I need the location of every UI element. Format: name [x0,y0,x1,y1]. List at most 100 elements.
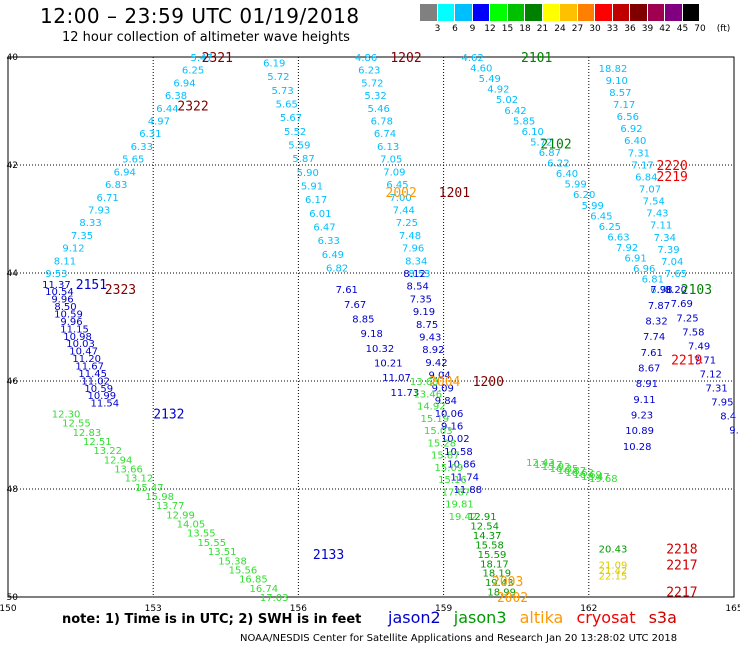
wave-height-value: 8.33 [79,218,101,229]
pass-number-label: 2101 [521,51,552,66]
wave-height-value: 6.87 [539,148,561,159]
wave-height-value: 8.75 [416,320,438,331]
wave-height-value: 6.96 [633,264,655,275]
wave-height-value: 13.12 [125,474,154,485]
wave-height-value: 21.09 [599,561,628,572]
wave-height-value: 11.37 [42,280,71,291]
wave-height-value: 9.09 [432,383,454,394]
wave-height-value: 12.54 [470,521,499,532]
map-title: 12:00 – 23:59 UTC 01/19/2018 [40,4,360,28]
colorbar-swatch [455,4,473,21]
satellite-legend: jason2 jason3 altika cryosat s3a [388,608,685,627]
colorbar-label: 18 [519,24,531,34]
wave-height-value: 15.58 [475,540,504,551]
wave-height-value: 6.17 [305,195,327,206]
wave-height-value: 10.99 [87,391,116,402]
wave-height-value: 7.65 [665,269,687,280]
wave-height-value: 5.91 [301,182,323,193]
wave-height-value: 7.92 [616,243,638,254]
wave-height-value: 8.85 [352,315,374,326]
wave-height-value: 15.38 [218,556,247,567]
wave-height-value: 16.74 [249,584,278,595]
wave-height-value: 15.98 [145,492,174,503]
wave-height-value: 6.92 [620,124,642,135]
wave-height-value: 6.45 [590,211,612,222]
wave-height-value: 5.47 [190,53,212,64]
wave-height-value: 9.84 [435,396,457,407]
wave-height-value: 10.03 [66,339,95,350]
wave-height-value: 6.42 [504,106,526,117]
wave-height-value: 7.48 [399,231,421,242]
colorbar-swatch [542,4,560,21]
legend-altika: altika [519,608,564,627]
pass-number-label: 2102 [540,137,571,152]
wave-height-value: 9.19 [413,307,435,318]
pass-number-label: 2219 [671,353,702,368]
wave-height-value: 6.71 [97,193,119,204]
pass-number-label: 2103 [681,283,712,298]
wave-height-value: 10.54 [45,287,74,298]
wave-height-value: 7.34 [654,233,676,244]
wave-height-value: 5.49 [479,74,501,85]
wave-height-value: 6.91 [625,254,647,265]
wave-height-value: 22.15 [599,571,628,582]
wave-height-value: 13.51 [208,547,237,558]
pass-number-label: 2220 [657,159,688,174]
wave-height-value: 5.32 [364,91,386,102]
wave-height-value: 6.94 [173,78,195,89]
colorbar-swatch [647,4,665,21]
pass-number-label: 2217 [666,559,697,574]
wave-height-value: 5.59 [288,140,310,151]
wave-height-value: 16.62 [565,468,594,479]
wave-height-value: 16.35 [550,464,579,475]
wave-height-value: 12.55 [62,419,91,430]
wave-height-value: 11.45 [78,369,107,380]
colorbar-label: 70 [694,24,706,34]
wave-height-value: 12.83 [73,428,102,439]
colorbar-swatch [525,4,543,21]
wave-height-value: 13.77 [156,501,185,512]
wave-height-value: 13.68 [410,377,439,388]
colorbar-swatch [682,4,700,21]
colorbar-label: 42 [659,24,671,34]
pass-number-label: 2321 [202,51,233,66]
wave-height-value: 10.98 [63,332,92,343]
wave-height-value: 6.19 [263,58,285,69]
colorbar-swatch [630,4,648,21]
wave-height-value: 7.35 [410,294,432,305]
latitude-tick-label: 40 [7,53,19,63]
wave-height-value: 15.28 [428,438,457,449]
wave-height-value: 13.46 [413,389,442,400]
colorbar-label: 30 [589,24,601,34]
wave-height-value: 15.56 [229,565,258,576]
wave-height-value: 7.12 [700,369,722,380]
wave-height-value: 9.18 [361,329,383,340]
wave-height-value: 21.42 [599,566,628,577]
colorbar-label: 36 [624,24,636,34]
wave-height-value: 11.02 [81,376,110,387]
wave-height-value: 6.38 [165,91,187,102]
wave-height-value: 5.52 [284,127,306,138]
longitude-tick-label: 162 [580,604,597,614]
wave-height-value: 10.47 [69,347,98,358]
wave-height-value: 8.53 [408,269,430,280]
wave-height-value: 7.98 [650,285,672,296]
pass-number-label: 1201 [439,186,470,201]
wave-height-value: 7.04 [661,257,683,268]
wave-height-value: 11.20 [72,354,101,365]
wave-height-value: 9.42 [425,358,447,369]
wave-height-value: 9.53 [45,269,67,280]
wave-height-value: 9.96 [60,317,82,328]
wave-height-value: 17.67 [442,487,471,498]
wave-height-value: 15.09 [435,463,464,474]
wave-height-value: 8.11 [54,256,76,267]
wave-height-value: 19.43 [485,578,514,589]
wave-height-value: 16.87 [558,466,587,477]
wave-height-value: 5.72 [267,72,289,83]
map-subtitle: 12 hour collection of altimeter wave hei… [62,30,350,45]
wave-height-value: 5.02 [496,95,518,106]
wave-height-value: 15.92 [542,462,571,473]
colorbar-swatch [420,4,438,21]
wave-height-value: 5.87 [292,154,314,165]
wave-height-value: 18.17 [480,559,509,570]
